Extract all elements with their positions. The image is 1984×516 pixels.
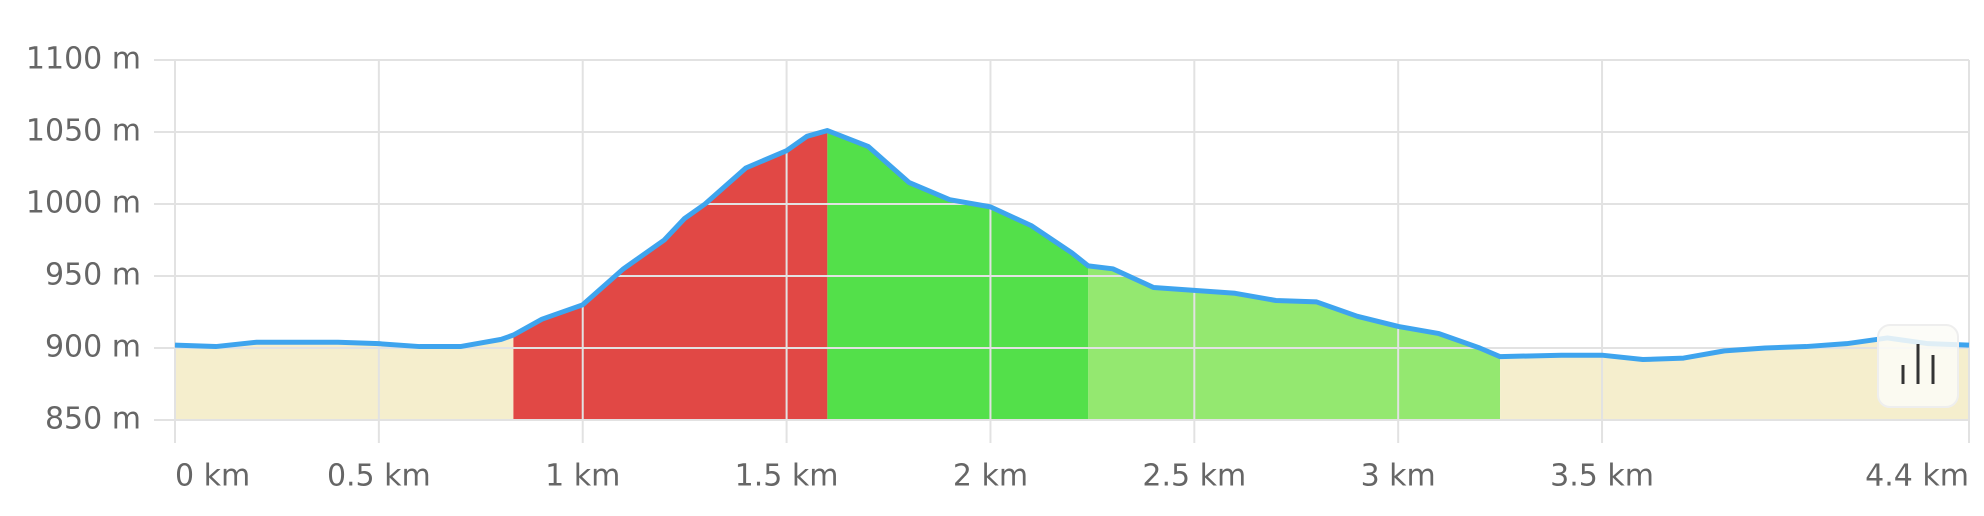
x-tick-label: 2 km bbox=[953, 459, 1028, 494]
y-tick-label: 950 m bbox=[45, 258, 141, 293]
x-tick-label: 3 km bbox=[1361, 459, 1436, 494]
chart-button[interactable] bbox=[1877, 324, 1959, 408]
lines bbox=[174, 128, 1970, 363]
x-tick-label: 1.5 km bbox=[735, 459, 839, 494]
x-tick-label: 4.4 km bbox=[1865, 459, 1969, 494]
x-tick-label: 3.5 km bbox=[1550, 459, 1654, 494]
y-tick-label: 850 m bbox=[45, 402, 141, 437]
x-tick-label: 0.5 km bbox=[327, 459, 431, 494]
y-tick-label: 900 m bbox=[45, 330, 141, 365]
labels: 850 m 900 m 950 m 1000 m 1050 m 1100 m 0 km 0.5… bbox=[26, 42, 1969, 494]
y-tick-label: 1100 m bbox=[26, 42, 141, 77]
area-segment bbox=[175, 335, 514, 420]
x-tick-label: 2.5 km bbox=[1142, 459, 1246, 494]
area-segment bbox=[1088, 265, 1501, 420]
y-tick-label: 1000 m bbox=[26, 186, 141, 221]
y-tick-label: 1050 m bbox=[26, 114, 141, 149]
x-tick-label: 1 km bbox=[545, 459, 620, 494]
elevation-line bbox=[174, 128, 1970, 363]
x-tick-label: 0 km bbox=[175, 459, 250, 494]
grid bbox=[154, 59, 1970, 443]
